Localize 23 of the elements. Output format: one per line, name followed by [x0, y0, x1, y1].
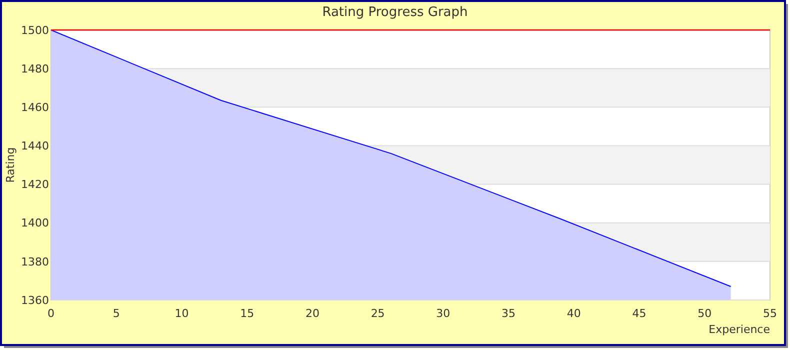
x-axis-title: Experience	[708, 323, 770, 336]
y-tick-label: 1400	[21, 216, 49, 230]
x-tick-label: 35	[502, 307, 516, 320]
x-tick-label: 45	[632, 307, 646, 320]
y-tick-label: 1460	[21, 100, 49, 114]
x-tick-label: 40	[566, 307, 581, 320]
y-tick-label: 1420	[21, 178, 49, 192]
y-axis-title: Rating	[4, 147, 17, 183]
x-tick-label: 30	[436, 307, 450, 320]
x-tick-label: 25	[370, 307, 385, 320]
x-tick-label: 20	[305, 307, 320, 320]
y-tick-label: 1480	[21, 62, 49, 76]
x-tick-label: 15	[240, 307, 254, 320]
x-tick-label: 50	[698, 307, 712, 320]
x-tick-label: 0	[48, 307, 54, 320]
x-tick-label: 5	[112, 307, 120, 320]
y-tick-label: 1440	[21, 140, 49, 153]
x-tick-label: 55	[763, 307, 777, 320]
y-tick-label: 1380	[21, 255, 49, 268]
y-tick-label: 1500	[21, 24, 49, 37]
chart-title: Rating Progress Graph	[322, 5, 468, 20]
x-tick-label: 10	[174, 307, 189, 320]
y-tick-label: 1360	[21, 294, 49, 307]
